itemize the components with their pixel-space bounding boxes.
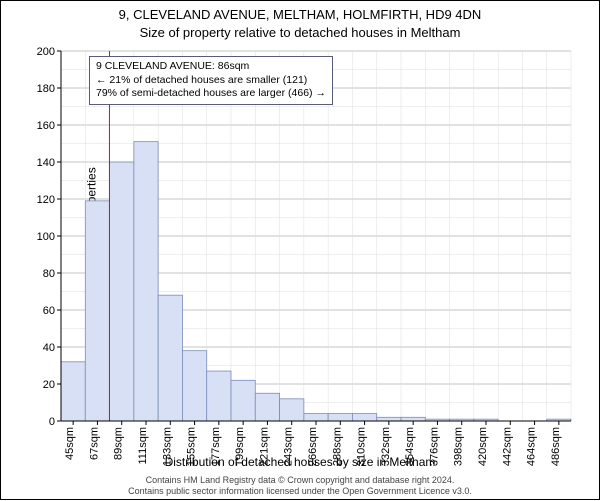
svg-text:100: 100: [37, 231, 55, 243]
annotation-line2: ← 21% of detached houses are smaller (12…: [96, 74, 326, 88]
svg-text:40: 40: [43, 342, 55, 354]
chart-container: 9, CLEVELAND AVENUE, MELTHAM, HOLMFIRTH,…: [0, 0, 600, 500]
svg-text:0: 0: [49, 416, 55, 428]
svg-text:160: 160: [37, 120, 55, 132]
footer-attribution: Contains HM Land Registry data © Crown c…: [1, 475, 599, 497]
annotation-box: 9 CLEVELAND AVENUE: 86sqm ← 21% of detac…: [89, 56, 333, 105]
x-axis-label: Distribution of detached houses by size …: [1, 455, 599, 469]
annotation-line1: 9 CLEVELAND AVENUE: 86sqm: [96, 60, 326, 74]
svg-text:140: 140: [37, 157, 55, 169]
svg-text:80: 80: [43, 268, 55, 280]
svg-text:120: 120: [37, 194, 55, 206]
svg-text:180: 180: [37, 83, 55, 95]
svg-text:20: 20: [43, 379, 55, 391]
annotation-line3: 79% of semi-detached houses are larger (…: [96, 87, 326, 101]
footer-line1: Contains HM Land Registry data © Crown c…: [1, 475, 599, 486]
svg-text:60: 60: [43, 305, 55, 317]
footer-line2: Contains public sector information licen…: [1, 486, 599, 497]
svg-text:200: 200: [37, 46, 55, 58]
